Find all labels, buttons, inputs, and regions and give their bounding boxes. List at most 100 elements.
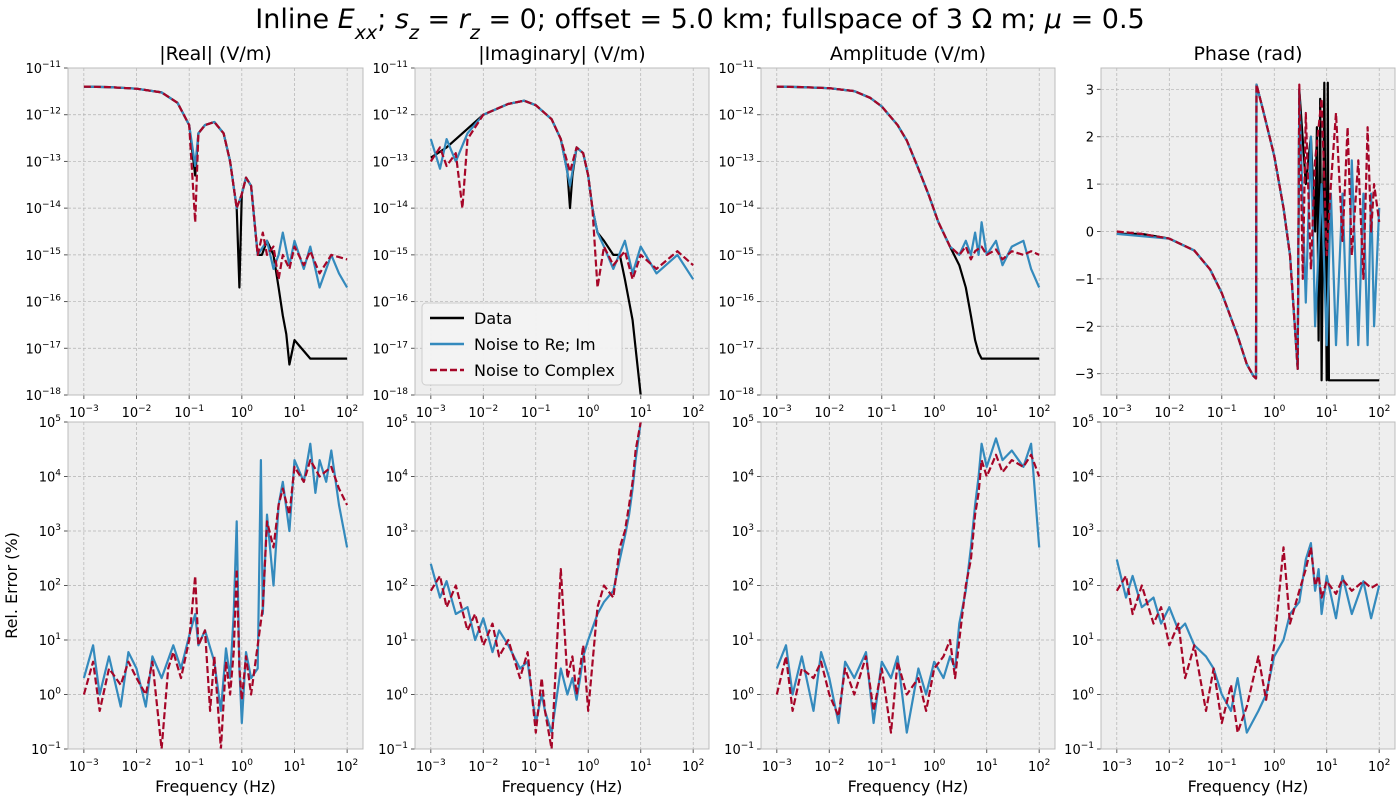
series-line-noise-to-complex [776,85,1040,261]
y-tick-label: −2 [1075,320,1094,335]
panel-title: Amplitude (V/m) [830,43,986,65]
y-tick-label: 10−1 [378,741,408,758]
y-tick-label: 10−1 [1064,741,1094,758]
series-line-noise-to-complex [1116,83,1381,380]
y-tick-label: 10−13 [25,153,61,170]
y-tick-label: 104 [386,469,409,486]
x-tick-label: 100 [1263,758,1286,775]
y-tick-label: 103 [1072,523,1094,540]
x-tick-label: 10−3 [1102,758,1132,775]
y-tick-label: 10−1 [724,741,754,758]
y-tick-label: 10−11 [372,60,408,77]
series-group [83,85,349,366]
x-tick-label: 100 [231,404,254,421]
y-tick-label: 100 [39,687,62,704]
y-tick-label: 10−13 [372,153,408,170]
y-tick-label: −1 [1075,273,1094,288]
plot-area [68,68,363,395]
plot-frame [1100,67,1396,396]
y-tick-label: 104 [1072,469,1095,486]
y-tick-label: 100 [732,687,755,704]
y-tick-label: 105 [39,414,61,431]
panel-bottom-1: 10−3 10−2 10−1 100 101 102 10−1 100 101 102 103 104… [2,414,364,796]
panel-top-4: 10−3 10−2 10−1 100 101 102 −3 −2 −1 0 1 2 3 Phase (ra… [1075,43,1396,421]
y-tick-label: 10−11 [25,60,61,77]
x-axis-label: Frequency (Hz) [155,777,276,796]
x-tick-label: 10−1 [867,404,897,421]
x-axis-label: Frequency (Hz) [1188,777,1309,796]
x-tick-label: 10−1 [867,758,897,775]
x-tick-label: 10−1 [1207,758,1237,775]
x-tick-label: 10−3 [69,404,99,421]
y-tick-label: 102 [732,578,754,595]
x-tick-label: 102 [682,404,704,421]
panel-top-2: 10−3 10−2 10−1 100 101 102 10−18 10−17 10−16 10−1… [372,43,710,421]
legend-label: Noise to Re; Im [474,335,596,354]
x-tick-label: 10−1 [521,404,551,421]
y-tick-label: 104 [39,469,62,486]
y-tick-label: −3 [1075,368,1094,383]
y-tick-label: 102 [1072,578,1094,595]
y-tick-label: 10−14 [372,200,408,217]
x-tick-label: 10−2 [122,758,152,775]
y-tick-label: 10−17 [25,340,61,357]
x-tick-label: 10−3 [1102,404,1132,421]
series-line-noise-to-complex [775,453,1041,734]
x-tick-label: 100 [1263,404,1286,421]
x-tick-label: 101 [976,758,998,775]
panel-bottom-2: 10−3 10−2 10−1 100 101 102 10−1 100 101 102 103 104… [378,414,710,796]
x-tick-label: 101 [283,404,305,421]
x-tick-label: 10−2 [122,404,152,421]
plot-frame [414,421,710,750]
y-tick-label: 10−15 [25,247,61,264]
x-axis-label: Frequency (Hz) [848,777,969,796]
y-tick-label: 1 [1086,178,1094,193]
y-tick-label: 10−15 [718,247,754,264]
series-line-noise-to-re-im [775,437,1041,734]
x-axis-label: Frequency (Hz) [502,777,623,796]
x-tick-label: 102 [682,758,704,775]
panel-title: |Imaginary| (V/m) [478,43,645,65]
y-tick-label: 10−13 [718,153,754,170]
x-tick-label: 102 [1028,404,1050,421]
x-tick-label: 102 [1368,404,1390,421]
y-tick-label: 10−18 [372,387,408,404]
y-tick-label: 100 [1072,687,1095,704]
y-tick-label: 10−18 [25,387,61,404]
y-tick-label: 100 [386,687,409,704]
x-tick-label: 100 [577,758,600,775]
panel-top-1: 10−3 10−2 10−1 100 101 102 10−18 10−17 10−16 10−1… [25,43,364,421]
panel-bottom-3: 10−3 10−2 10−1 100 101 102 10−1 100 101 102 103 104… [724,414,1056,796]
y-tick-label: 10−18 [718,387,754,404]
panel-bottom-4: 10−3 10−2 10−1 100 101 102 10−1 100 101 102 103 104… [1064,414,1396,796]
y-tick-label: 103 [386,523,408,540]
y-axis-label: Rel. Error (%) [2,532,21,639]
y-tick-label: 10−16 [372,294,408,311]
x-tick-label: 10−3 [69,758,99,775]
y-tick-label: 105 [1072,414,1094,431]
panel-title: Phase (rad) [1193,43,1302,65]
legend-label: Data [474,309,512,328]
panel-title: |Real| (V/m) [159,43,272,65]
series-group [776,85,1041,360]
x-tick-label: 10−3 [762,758,792,775]
plot-frame [760,421,1056,750]
plot-frame [414,67,710,396]
y-tick-label: 101 [732,632,754,649]
y-tick-label: 101 [386,632,408,649]
series-line-noise-to-complex [83,85,348,281]
y-tick-label: 101 [1072,632,1094,649]
y-tick-label: 10−16 [718,294,754,311]
x-tick-label: 100 [923,758,946,775]
y-tick-label: 103 [39,523,61,540]
series-group [429,422,642,749]
series-group [429,99,695,395]
x-tick-label: 10−1 [174,404,204,421]
x-tick-label: 102 [336,758,358,775]
series-line-noise-to-complex [82,459,349,749]
plot-frame [1100,421,1396,750]
series-group [1115,541,1381,734]
y-tick-label: 104 [732,469,755,486]
x-tick-label: 10−1 [174,758,204,775]
